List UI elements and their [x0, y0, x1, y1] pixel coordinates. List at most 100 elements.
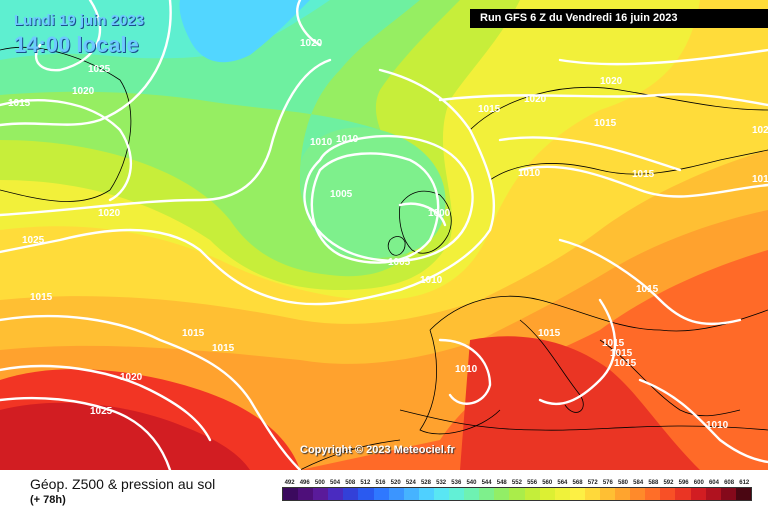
color-scale-label: 544: [481, 480, 492, 486]
color-scale-label: 496: [299, 480, 310, 486]
weather-map: 1020 1025 1020 1015 1020 1015 1020 1015 …: [0, 0, 768, 470]
isobar-label: 1020: [600, 76, 623, 87]
color-scale-label: 552: [511, 480, 522, 486]
color-scale-label: 580: [618, 480, 629, 486]
isobar-label: 1010: [455, 364, 478, 375]
geopotential-field: 1020 1025 1020 1015 1020 1015 1020 1015 …: [0, 0, 768, 470]
color-scale-label: 532: [436, 480, 447, 486]
color-scale-label: 508: [345, 480, 356, 486]
isobar-label: 1010: [310, 137, 333, 148]
color-scale-swatch: [373, 488, 389, 500]
isobar-label: 1025: [22, 235, 45, 246]
isobar-label: 1020: [98, 208, 121, 219]
color-scale-label: 548: [496, 480, 507, 486]
color-scale-swatch: [539, 488, 555, 500]
isobar-label: 1010: [336, 134, 359, 145]
color-scale-swatch: [675, 488, 691, 500]
isobar-label: 1015: [182, 328, 205, 339]
isobar-label: 1020: [300, 38, 323, 49]
color-scale-label: 596: [678, 480, 689, 486]
color-scale: 492 496 500 504 508 512 516 520 524 528 532 536 540 5…: [282, 480, 752, 501]
color-scale-swatch: [615, 488, 631, 500]
legend-title: Géop. Z500 & pression au sol: [30, 476, 216, 492]
forecast-local-time: 14:00 locale: [14, 32, 139, 57]
isobar-label: 1020: [72, 86, 95, 97]
color-scale-label: 516: [375, 480, 386, 486]
color-scale-label: 600: [693, 480, 704, 486]
color-scale-swatch: [298, 488, 314, 500]
color-scale-label: 592: [663, 480, 674, 486]
color-scale-swatch: [705, 488, 721, 500]
color-scale-swatch: [328, 488, 344, 500]
isobar-label: 1015: [602, 338, 625, 349]
isobar-label: 1015: [30, 292, 53, 303]
color-scale-label: 608: [724, 480, 735, 486]
color-scale-label: 568: [572, 480, 583, 486]
isobar-label: 1025: [88, 64, 111, 75]
color-scale-swatch: [554, 488, 570, 500]
color-scale-swatch: [283, 488, 299, 500]
color-scale-swatch: [433, 488, 450, 500]
color-scale-swatch: [735, 488, 751, 500]
color-scale-label: 528: [420, 480, 431, 486]
color-scale-swatch: [630, 488, 646, 500]
isobar-label: 1005: [330, 189, 353, 200]
color-scale-swatch: [313, 488, 329, 500]
isobar-label: 1010: [420, 275, 443, 286]
isobar-label: 1020: [524, 94, 547, 105]
isobar-label: 1000: [428, 208, 451, 219]
isobar-label: 1015: [632, 169, 655, 180]
isobar-label: 1005: [388, 257, 411, 268]
color-scale-label: 604: [708, 480, 719, 486]
isobar-label: 1015: [594, 118, 617, 129]
color-scale-swatch: [388, 488, 404, 500]
color-scale-swatch: [403, 488, 419, 500]
isobar-label: 1010: [706, 420, 729, 431]
color-scale-label: 524: [405, 480, 416, 486]
color-scale-label: 560: [542, 480, 553, 486]
color-scale-label: 500: [314, 480, 325, 486]
forecast-horizon: (+ 78h): [30, 494, 66, 506]
isobar-label: 1015: [478, 104, 501, 115]
color-scale-swatch: [690, 488, 706, 500]
model-run-info: Run GFS 6 Z du Vendredi 16 juin 2023: [470, 9, 768, 28]
isobar-labels: 1020 1025 1020 1015 1020 1015 1020 1015 …: [8, 38, 768, 431]
color-scale-swatch: [569, 488, 585, 500]
color-scale-swatch: [464, 488, 480, 500]
color-scale-swatch: [584, 488, 600, 500]
color-scale-label: 572: [587, 480, 598, 486]
color-scale-swatch: [358, 488, 374, 500]
color-scale-swatch: [524, 488, 540, 500]
color-scale-swatch: [720, 488, 736, 500]
color-scale-label: 504: [330, 480, 341, 486]
color-scale-label: 540: [466, 480, 477, 486]
isobar-label: 1015: [8, 98, 31, 109]
isobar-label: 1025: [90, 406, 113, 417]
isobar-label: 1015: [538, 328, 561, 339]
legend-panel: Géop. Z500 & pression au sol (+ 78h) 492…: [0, 470, 768, 512]
isobar-label: 1015: [636, 284, 659, 295]
color-scale-label: 556: [527, 480, 538, 486]
color-scale-label: 588: [648, 480, 659, 486]
color-scale-label: 576: [602, 480, 613, 486]
color-scale-swatch: [479, 488, 495, 500]
forecast-date: Lundi 19 juin 2023: [14, 12, 145, 29]
color-scale-label: 520: [390, 480, 401, 486]
color-scale-label: 512: [360, 480, 371, 486]
color-scale-label: 564: [557, 480, 568, 486]
isobar-label: 101: [752, 174, 768, 185]
copyright-notice: Copyright © 2023 Meteociel.fr: [300, 444, 455, 456]
isobar-label: 1015: [610, 348, 633, 359]
color-scale-swatch: [418, 488, 434, 500]
isobar-label: 102: [752, 125, 768, 136]
isobar-label: 1020: [120, 372, 143, 383]
color-scale-swatch: [645, 488, 661, 500]
color-scale-bar: [282, 487, 752, 501]
color-scale-label: 584: [633, 480, 644, 486]
color-scale-swatch: [343, 488, 359, 500]
color-scale-swatch: [660, 488, 676, 500]
color-scale-swatch: [599, 488, 616, 500]
color-scale-swatch: [494, 488, 510, 500]
color-scale-swatch: [449, 488, 465, 500]
color-scale-label: 536: [451, 480, 462, 486]
